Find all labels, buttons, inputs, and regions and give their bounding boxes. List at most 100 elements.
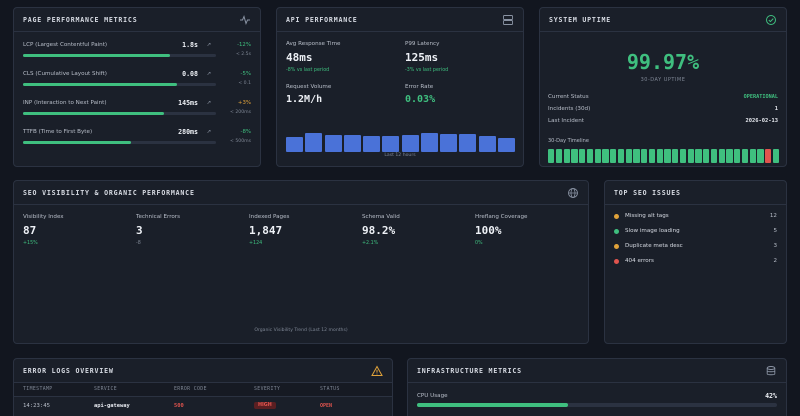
metric-bar	[23, 141, 216, 144]
seo-visibility-panel: SEO VISIBILITY & ORGANIC PERFORMANCE Vis…	[13, 180, 589, 344]
infrastructure-panel: INFRASTRUCTURE METRICS CPU Usage 42%	[407, 358, 787, 416]
issue-left: Slow image loading	[614, 228, 680, 234]
timeline-day[interactable]	[703, 149, 710, 163]
timeline-day[interactable]	[656, 149, 663, 163]
metric-bar-fill	[23, 83, 178, 86]
request-volume-label: Request Volume	[286, 84, 332, 90]
panel-title: API PERFORMANCE	[286, 15, 358, 24]
seo-issue-item[interactable]: Slow image loading 5	[614, 228, 777, 234]
timeline-day[interactable]	[772, 149, 780, 163]
trend-icon: ↗	[206, 71, 211, 77]
issue-left: Missing alt tags	[614, 213, 669, 219]
panel-title: TOP SEO ISSUES	[614, 188, 681, 197]
timeline-day[interactable]	[765, 149, 772, 163]
api-bar	[343, 135, 361, 152]
seo-issue-item[interactable]: 404 errors 2	[614, 258, 777, 264]
timeline-day[interactable]	[734, 149, 741, 163]
api-performance-panel: API PERFORMANCE Avg Response Time 48ms -…	[276, 7, 524, 167]
column-header[interactable]: SEVERITY	[254, 387, 281, 392]
timeline-day[interactable]	[555, 149, 563, 163]
issue-left: 404 errors	[614, 258, 654, 264]
column-header[interactable]: ERROR CODE	[174, 387, 207, 392]
timeline-day[interactable]	[757, 149, 764, 163]
log-service: api-gateway	[94, 403, 130, 409]
timeline-day[interactable]	[718, 149, 725, 163]
last-incident-label: Last Incident	[548, 118, 584, 124]
timeline-day[interactable]	[586, 149, 594, 163]
page-performance-panel: PAGE PERFORMANCE METRICS LCP (Largest Co…	[13, 7, 261, 167]
metric-bar-fill	[23, 112, 164, 115]
issue-dot	[614, 213, 619, 219]
api-bar	[478, 136, 496, 152]
metric-label: INP (Interaction to Next Paint)	[23, 100, 107, 106]
metric-bar-fill	[23, 141, 132, 144]
issue-count: 3	[773, 243, 777, 249]
trend-icon: ↗	[206, 129, 211, 135]
timeline-day[interactable]	[710, 149, 718, 163]
avg-response-value: 48ms	[286, 51, 313, 64]
timeline-day[interactable]	[726, 149, 733, 163]
issue-count: 2	[773, 258, 777, 264]
metric-target: < 2.5s	[235, 52, 251, 57]
timeline-day[interactable]	[687, 149, 694, 163]
timeline-day[interactable]	[741, 149, 749, 163]
log-error-code: 500	[174, 403, 184, 409]
uptime-subtitle: 30-DAY UPTIME	[640, 77, 686, 83]
system-uptime-panel: SYSTEM UPTIME 99.97% 30-DAY UPTIME Curre…	[539, 7, 787, 167]
metric-value: 0.08	[182, 70, 198, 78]
issue-label: Missing alt tags	[625, 213, 669, 219]
timeline-day[interactable]	[695, 149, 702, 163]
seo-stat-value: 98.2%	[362, 224, 396, 237]
timeline-day[interactable]	[602, 149, 609, 163]
api-bar	[420, 133, 438, 152]
timeline-day[interactable]	[617, 149, 625, 163]
seo-stat-label: Indexed Pages	[249, 214, 290, 220]
timeline-day[interactable]	[579, 149, 586, 163]
timeline-day[interactable]	[548, 149, 555, 163]
timeline-day[interactable]	[641, 149, 648, 163]
metric-bar	[23, 54, 216, 57]
seo-stat-delta: +2.1%	[362, 241, 379, 246]
issue-label: Duplicate meta desc	[625, 243, 683, 249]
metric-value: 1.8s	[182, 41, 198, 49]
timeline-day[interactable]	[610, 149, 617, 163]
status-badge: OPERATIONAL	[743, 94, 778, 100]
column-header[interactable]: STATUS	[320, 387, 340, 392]
issue-dot	[614, 228, 619, 234]
timeline-day[interactable]	[749, 149, 756, 163]
log-status: OPEN	[320, 403, 333, 409]
metric-change: -8%	[240, 129, 252, 135]
api-bar	[286, 137, 303, 152]
seo-issue-item[interactable]: Duplicate meta desc 3	[614, 243, 777, 249]
table-row[interactable]: 14:23:45 api-gateway 500 HIGH OPEN	[14, 400, 392, 414]
issue-label: Slow image loading	[625, 228, 680, 234]
timeline-day[interactable]	[594, 149, 601, 163]
seo-stat-label: Visibility Index	[23, 214, 64, 220]
timeline-day[interactable]	[563, 149, 570, 163]
timeline-day[interactable]	[672, 149, 679, 163]
timeline-day[interactable]	[648, 149, 656, 163]
column-header[interactable]: SERVICE	[94, 387, 118, 392]
error-logs-panel: ERROR LOGS OVERVIEW TIMESTAMP SERVICE ERRO…	[13, 358, 393, 416]
timeline-day[interactable]	[679, 149, 687, 163]
trend-icon: ↗	[206, 42, 211, 48]
timeline-day[interactable]	[664, 149, 671, 163]
timeline-day[interactable]	[625, 149, 632, 163]
seo-stat: Hreflang Coverage 100% 0%	[475, 214, 527, 246]
column-header[interactable]: TIMESTAMP	[23, 387, 53, 392]
seo-stat: Indexed Pages 1,847 +124	[249, 214, 289, 246]
timeline-day[interactable]	[571, 149, 578, 163]
seo-stat-value: 87	[23, 224, 37, 237]
metric-target: < 0.1	[238, 81, 251, 86]
metric-value: 145ms	[178, 99, 198, 107]
metric-value: 280ms	[178, 128, 198, 136]
panel-title: SYSTEM UPTIME	[549, 15, 612, 24]
metric-bar-fill	[23, 54, 170, 57]
seo-issue-item[interactable]: Missing alt tags 12	[614, 213, 777, 219]
api-bar	[363, 136, 381, 152]
issue-count: 12	[769, 213, 777, 219]
timeline-day[interactable]	[633, 149, 640, 163]
error-rate-value: 0.03%	[405, 94, 436, 105]
cpu-label: CPU Usage	[417, 393, 448, 399]
database-icon	[766, 365, 776, 375]
